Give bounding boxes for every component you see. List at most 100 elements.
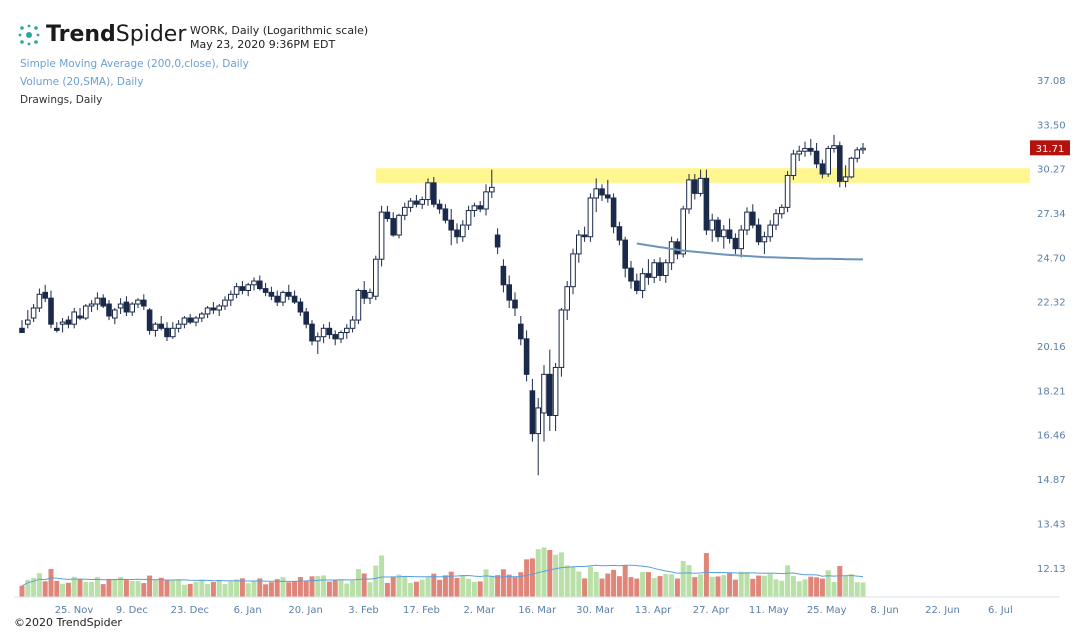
candle-body <box>489 186 495 193</box>
volume-bar <box>344 583 350 597</box>
volume-bar <box>292 581 298 597</box>
volume-bar <box>431 573 437 597</box>
indicator-sma200[interactable]: Simple Moving Average (200,0,close), Dai… <box>20 58 249 70</box>
volume-bar <box>860 582 866 597</box>
volume-bar <box>663 574 669 597</box>
candle-body <box>465 210 472 226</box>
volume-bar <box>141 583 147 597</box>
candle-body <box>616 226 623 241</box>
copyright: ©2020 TrendSpider <box>14 616 122 629</box>
candle-body <box>436 203 443 210</box>
candle-body <box>245 284 251 291</box>
candle-body <box>228 293 234 301</box>
candle-body <box>320 327 327 338</box>
candle-body <box>146 309 153 331</box>
volume-bar <box>181 584 187 597</box>
volume-bar <box>42 581 48 597</box>
candle-body <box>686 179 692 210</box>
spider-icon <box>18 24 40 45</box>
volume-bar <box>669 574 675 597</box>
candle-body <box>280 291 286 303</box>
volume-bar <box>54 580 60 597</box>
volume-bar <box>425 577 431 597</box>
candle-body <box>141 299 147 307</box>
candle-body <box>715 219 721 238</box>
x-tick-label: 25. May <box>807 605 847 616</box>
candle-body <box>645 273 652 278</box>
volume-bar <box>825 570 831 597</box>
candle-body <box>779 206 785 215</box>
candle-body <box>123 301 130 313</box>
volume-bar <box>756 575 762 597</box>
volume-bar <box>408 582 414 597</box>
candle-body <box>738 229 745 250</box>
volume-bar <box>25 579 31 597</box>
candle-body <box>175 323 182 329</box>
symbol-line: WORK, Daily (Logarithmic scale) <box>190 24 369 37</box>
candle-body <box>344 327 350 333</box>
x-tick-label: 23. Dec <box>171 605 209 616</box>
indicator-drawings[interactable]: Drawings, Daily <box>20 94 103 106</box>
candle-body <box>19 327 25 333</box>
volume-bar <box>518 572 524 597</box>
x-tick-label: 27. Apr <box>693 605 730 616</box>
candle-body <box>819 163 826 175</box>
candle-body <box>390 218 396 236</box>
volume-bar <box>112 578 118 597</box>
candle-body <box>268 291 275 297</box>
volume-bar <box>512 577 518 597</box>
y-tick-label: 16.46 <box>1037 431 1066 442</box>
volume-bar <box>338 579 344 597</box>
volume-bar <box>187 583 193 597</box>
x-tick-label: 16. Mar <box>518 605 557 616</box>
candle-body <box>552 366 559 416</box>
candle-body <box>42 291 49 299</box>
volume-bar <box>593 572 599 597</box>
last-price-label: 31.71 <box>1036 144 1065 155</box>
candle-body <box>790 153 797 176</box>
volume-bar <box>419 579 425 597</box>
candle-body <box>355 289 362 321</box>
indicator-volume[interactable]: Volume (20,SMA), Daily <box>20 76 144 88</box>
volume-bar <box>390 576 396 597</box>
candle-body <box>164 327 170 338</box>
candle-body <box>564 286 571 311</box>
volume-bar <box>831 582 837 597</box>
candle-body <box>639 273 646 291</box>
candle-body <box>535 407 542 435</box>
candle-body <box>529 390 536 435</box>
volume-bar <box>460 575 466 597</box>
x-tick-label: 6. Jul <box>988 605 1013 616</box>
volume-bar <box>605 573 611 597</box>
candle-body <box>88 303 95 307</box>
volume-bar <box>309 576 315 597</box>
candle-body <box>610 197 617 228</box>
candle-body <box>396 214 402 236</box>
volume-bar <box>558 552 564 597</box>
candle-body <box>860 147 866 151</box>
volume-bar <box>779 580 785 597</box>
y-tick-label: 27.34 <box>1037 209 1066 220</box>
volume-bar <box>228 581 234 597</box>
volume-bar <box>785 565 791 597</box>
x-tick-label: 13. Apr <box>635 605 672 616</box>
candle-body <box>703 177 710 231</box>
volume-bar <box>611 569 617 597</box>
candle-body <box>483 191 489 210</box>
volume-bar <box>738 571 744 597</box>
volume-bar <box>500 569 506 597</box>
volume-bar <box>808 576 814 597</box>
volume-bar <box>477 581 483 597</box>
volume-bar <box>796 581 802 597</box>
candle-body <box>697 177 704 194</box>
candle-body <box>251 280 257 286</box>
x-tick-label: 8. Jun <box>870 605 898 616</box>
y-tick-label: 12.13 <box>1037 564 1066 575</box>
x-tick-label: 2. Mar <box>464 605 496 616</box>
candle-body <box>204 307 211 315</box>
candle-body <box>796 150 803 155</box>
candle-body <box>425 182 431 201</box>
candle-body <box>199 313 205 319</box>
candle-body <box>402 206 408 216</box>
